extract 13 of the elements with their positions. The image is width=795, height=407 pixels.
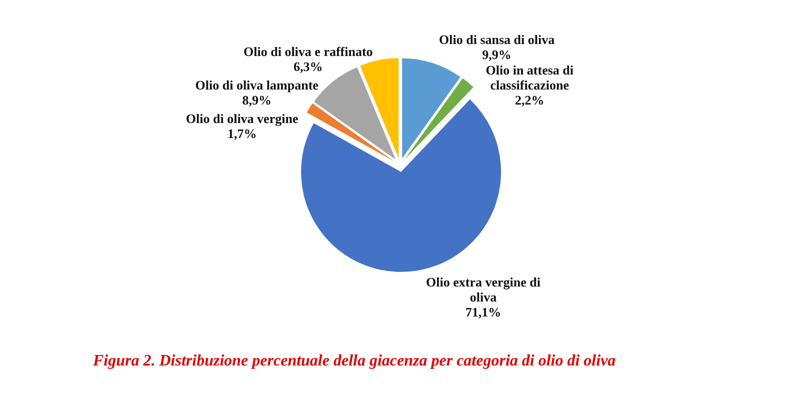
slice-label: Olio di oliva lampante [195, 78, 319, 92]
data-label: 71,1% [465, 304, 502, 320]
data-label: 6,3% [294, 59, 323, 74]
slice-label: Olio di sansa di oliva [439, 32, 556, 48]
slice-label: Olio di oliva e raffinato [244, 44, 373, 60]
data-label: 1,7% [227, 126, 257, 142]
data-label: 2,2% [515, 92, 544, 108]
text: Figura 2. Distribuzione percentuale della giacenza per categoria di olio di oliva [92, 352, 616, 370]
slice-label: Olio in attesa di classificazione [486, 62, 574, 92]
data-label: 8,9% [242, 92, 272, 108]
data-label: 9,9% [482, 47, 512, 62]
slice-label: Olio di oliva vergine [186, 111, 298, 126]
slice-label: Olio extra vergine di oliva [426, 274, 541, 304]
